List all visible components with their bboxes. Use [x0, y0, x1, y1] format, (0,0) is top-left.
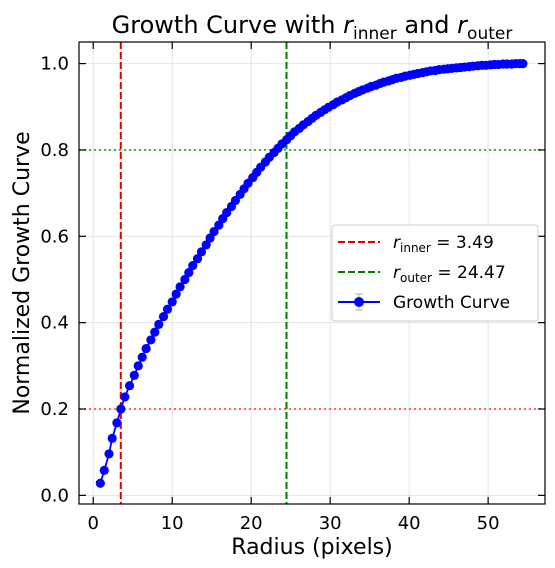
title-r-outer-subscript: outer [467, 24, 512, 44]
legend-box [331, 224, 539, 322]
data-point [162, 304, 173, 314]
y-tick-label: 0.0 [40, 485, 69, 506]
title-r-inner-subscript: inner [353, 24, 397, 44]
data-point [209, 226, 219, 237]
data-point [116, 404, 126, 414]
data-point [112, 418, 122, 428]
data-point [150, 327, 160, 337]
data-point [133, 361, 143, 371]
y-tick-label: 0.2 [40, 399, 69, 420]
data-point [158, 312, 169, 322]
data-point [175, 282, 185, 292]
legend-r-inner-value: = 3.49 [431, 233, 494, 253]
data-point [180, 274, 190, 285]
reference-lines [79, 42, 545, 504]
data-point [188, 261, 198, 271]
title-r-inner: r [343, 11, 355, 39]
x-axis-label: Radius (pixels) [231, 535, 392, 560]
chart-title: Growth Curve with rinner and router [112, 11, 513, 44]
data-point [95, 478, 105, 488]
data-point [120, 392, 130, 402]
legend-r-outer-base: r [393, 263, 401, 283]
legend-label-r-inner: rinner = 3.49 [393, 233, 494, 255]
data-point [129, 370, 139, 380]
legend-label-growth-curve: Growth Curve [393, 293, 510, 313]
x-tick-label: 40 [398, 513, 421, 534]
data-point [201, 240, 211, 250]
data-point [184, 267, 194, 278]
x-tick-label: 10 [161, 513, 184, 534]
series-growth-curve [95, 58, 528, 488]
legend-label-r-outer: router = 24.47 [393, 263, 506, 285]
data-point [518, 58, 528, 69]
grid [79, 42, 545, 504]
data-point [146, 335, 156, 345]
data-point [141, 343, 151, 354]
plot-frame [78, 41, 546, 505]
legend-r-inner-subscript: inner [400, 241, 431, 255]
y-tick-label: 0.8 [40, 140, 69, 161]
x-tick-label: 30 [319, 513, 342, 534]
title-r-outer: r [457, 11, 469, 39]
data-point [192, 254, 203, 264]
legend-r-outer-value: = 24.47 [432, 263, 506, 283]
data-point [99, 465, 109, 475]
axis-ticks: 0 10 20 30 40 50 0.0 0.2 0.4 0.6 0.8 1.0 [40, 42, 545, 534]
title-middle: and [397, 11, 457, 39]
y-tick-label: 0.6 [40, 226, 69, 247]
data-point [154, 319, 164, 329]
x-tick-label: 20 [240, 513, 263, 534]
x-tick-label: 0 [87, 513, 98, 534]
legend-r-inner-base: r [393, 233, 401, 253]
data-point [107, 433, 117, 443]
legend-swatch-growth-curve [338, 293, 380, 311]
y-tick-label: 0.4 [40, 313, 69, 334]
title-prefix: Growth Curve with [112, 11, 343, 39]
x-tick-label: 50 [477, 513, 500, 534]
data-point [196, 247, 207, 257]
legend-r-outer-subscript: outer [400, 271, 432, 285]
data-point [124, 381, 135, 391]
data-point [167, 297, 177, 307]
y-tick-label: 1.0 [40, 54, 69, 75]
data-point [104, 449, 114, 459]
data-point [137, 352, 147, 362]
y-axis-label: Normalized Growth Curve [10, 131, 35, 414]
data-point [171, 289, 181, 299]
legend: rinner = 3.49 router = 24.47 Growth Curv… [331, 224, 539, 322]
